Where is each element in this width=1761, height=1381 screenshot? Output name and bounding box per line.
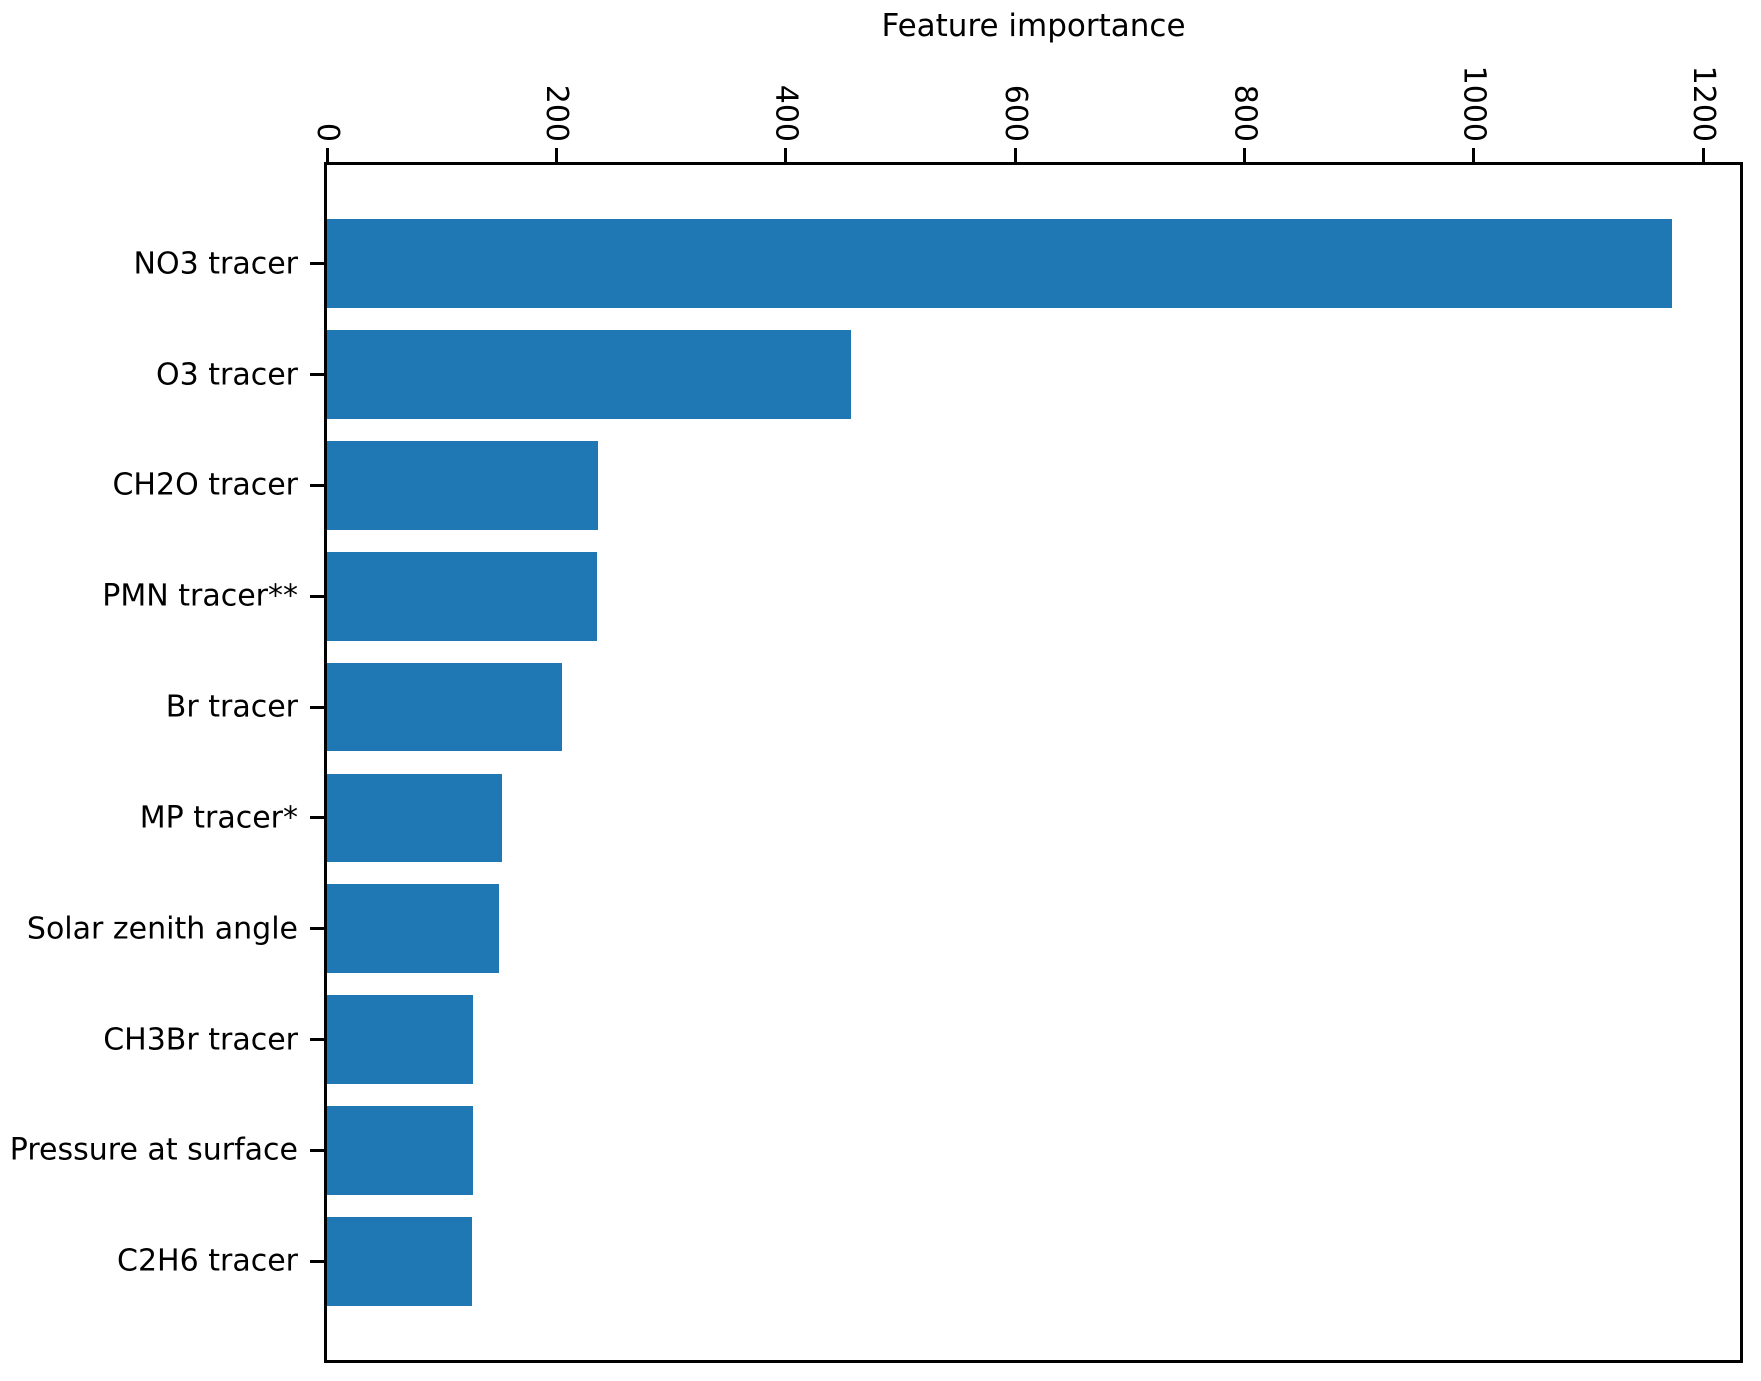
y-axis-label: NO3 tracer: [133, 245, 298, 281]
x-tick-mark: [325, 148, 329, 162]
y-tick-mark: [310, 262, 324, 266]
x-tick-label: 600: [997, 84, 1033, 142]
y-axis-label: Pressure at surface: [9, 1132, 298, 1168]
bar-br-tracer: [327, 662, 563, 752]
bar-pressure-at-surface: [327, 1106, 473, 1195]
x-tick-mark: [784, 148, 788, 162]
y-tick-mark: [310, 705, 324, 709]
x-tick-label: 0: [309, 122, 345, 142]
x-tick-label: 400: [768, 84, 804, 142]
y-axis-label: C2H6 tracer: [117, 1243, 298, 1279]
x-tick-mark: [1243, 148, 1247, 162]
x-tick-mark: [1701, 148, 1705, 162]
bar-o3-tracer: [327, 330, 852, 419]
y-axis-label: MP tracer*: [139, 800, 298, 836]
chart-title: Feature importance: [881, 8, 1186, 44]
x-tick-label: 800: [1227, 84, 1263, 142]
y-tick-mark: [310, 1038, 324, 1042]
y-tick-mark: [310, 927, 324, 931]
x-tick-label: 1000: [1456, 65, 1492, 142]
y-axis-label: O3 tracer: [155, 356, 298, 392]
bar-c2h6-tracer: [327, 1216, 472, 1306]
y-tick-mark: [310, 1148, 324, 1152]
y-tick-mark: [310, 483, 324, 487]
bar-ch2o-tracer: [327, 441, 598, 530]
y-axis-label: CH2O tracer: [112, 467, 298, 503]
y-axis-label: CH3Br tracer: [103, 1021, 298, 1057]
x-tick-mark: [1013, 148, 1017, 162]
bar-no3-tracer: [327, 219, 1673, 308]
bar-solar-zenith-angle: [327, 884, 500, 974]
y-tick-mark: [310, 1259, 324, 1263]
x-tick-mark: [1472, 148, 1476, 162]
y-tick-mark: [310, 373, 324, 376]
x-tick-label: 200: [539, 84, 575, 142]
bar-mp-tracer: [327, 773, 503, 863]
x-tick-label: 1200: [1686, 65, 1722, 142]
y-axis-label: PMN tracer**: [102, 578, 298, 614]
y-axis-label: Solar zenith angle: [26, 911, 298, 947]
bar-pmn-tracer: [327, 551, 597, 641]
y-tick-mark: [310, 816, 324, 820]
y-axis-label: Br tracer: [165, 689, 298, 725]
x-tick-mark: [554, 148, 558, 162]
y-tick-mark: [310, 594, 324, 598]
bar-ch3br-tracer: [327, 995, 473, 1084]
